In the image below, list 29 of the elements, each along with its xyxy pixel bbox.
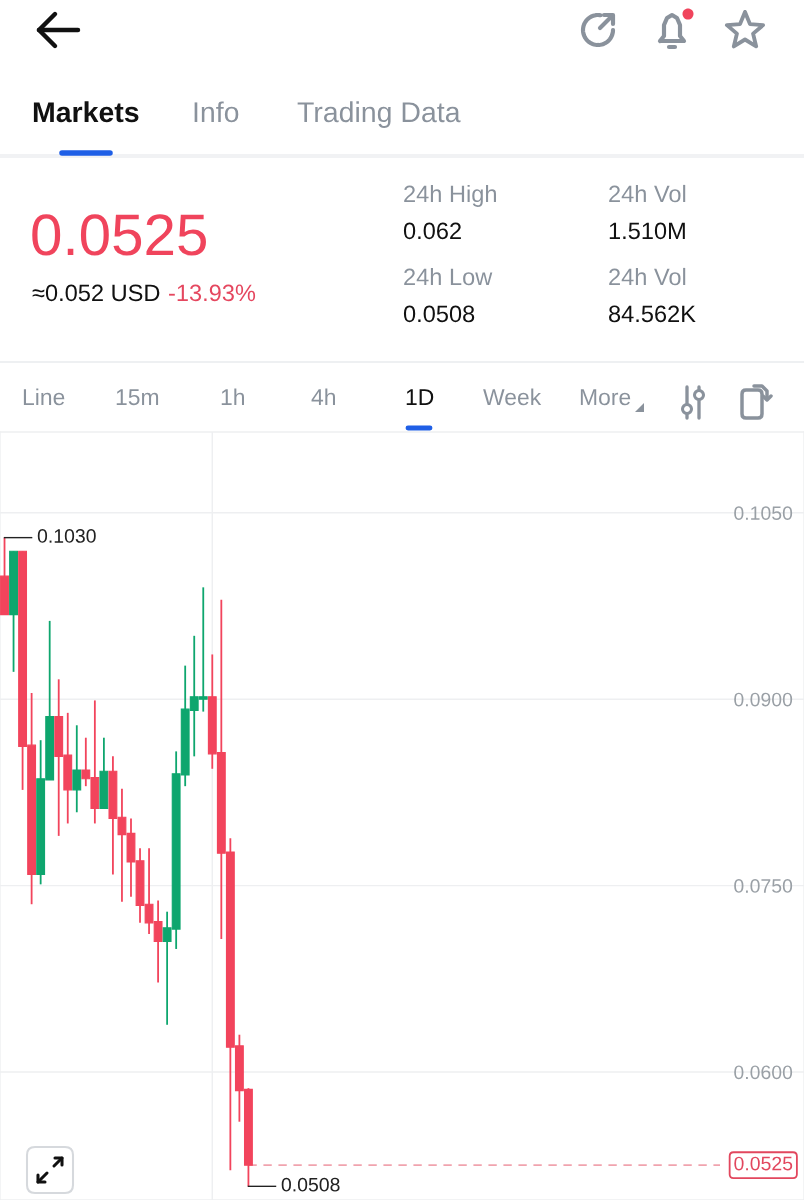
text: Week — [483, 388, 542, 406]
text: 0.0525 — [32, 214, 206, 256]
y-tick-label: 0.1050 — [734, 506, 793, 521]
candlestick — [72, 724, 82, 814]
annotation: 0.0508 — [281, 1177, 340, 1192]
text: Info — [194, 101, 239, 123]
y-tick-label: 0.0750 — [734, 879, 793, 893]
y-tick-label: 0.0600 — [734, 1065, 793, 1080]
annotation: 0.1030 — [37, 529, 96, 543]
text: 24h Low — [404, 267, 493, 286]
text: -13.93% — [169, 284, 256, 302]
text: More — [580, 389, 631, 406]
text: 84.562K — [609, 305, 696, 323]
text: 1h — [221, 388, 244, 405]
text: ≈0.052 USD — [32, 284, 160, 302]
text: Markets — [33, 101, 139, 123]
text: Trading Data — [297, 101, 461, 128]
text: 24h Vol — [609, 267, 686, 286]
text: 1D — [406, 389, 434, 405]
text: 4h — [311, 388, 335, 405]
text: 24h High — [404, 184, 496, 207]
ref-line-label: 0.0525 — [734, 1156, 793, 1171]
y-tick-label: 0.0900 — [734, 692, 793, 707]
text: Line — [23, 388, 65, 406]
text: 0.0508 — [403, 305, 475, 323]
text: 0.062 — [403, 222, 461, 240]
text: 15m — [116, 389, 159, 406]
text: 1.510M — [609, 222, 685, 240]
text: 24h Vol — [609, 184, 686, 203]
